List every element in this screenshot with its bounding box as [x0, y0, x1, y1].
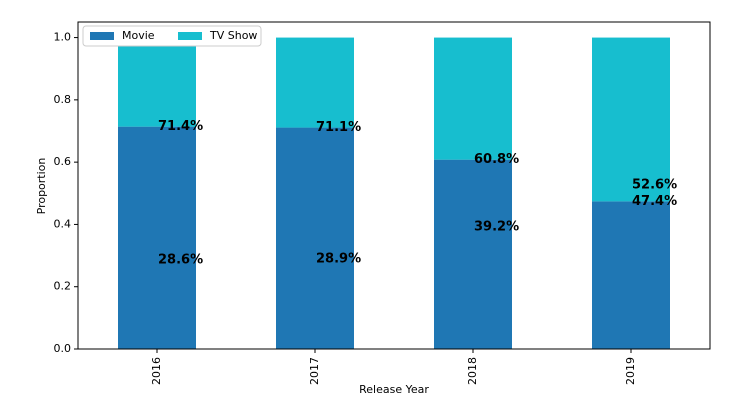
- data-label: 28.9%: [316, 251, 361, 266]
- plot-frame: [77, 21, 711, 350]
- legend-swatch: [178, 32, 202, 40]
- data-label: 60.8%: [474, 152, 519, 167]
- y-tick-label: 0.8: [54, 93, 72, 106]
- bar-segment: [276, 127, 354, 350]
- bar-segment: [434, 37, 512, 160]
- x-tick-label: 2019: [624, 357, 637, 385]
- legend-swatch: [90, 32, 114, 40]
- data-label: 71.4%: [158, 119, 203, 134]
- y-tick-label: 0.4: [54, 217, 72, 230]
- x-axis-label: Release Year: [359, 383, 429, 396]
- y-tick-label: 0.6: [54, 155, 72, 168]
- bar-segment: [118, 37, 196, 127]
- x-tick-label: 2018: [466, 357, 479, 385]
- y-tick-label: 1.0: [54, 31, 72, 44]
- bar-segment: [434, 159, 512, 349]
- y-tick-label: 0.2: [54, 280, 72, 293]
- data-label: 47.4%: [632, 194, 677, 209]
- y-axis-label: Proportion: [35, 158, 48, 215]
- legend-label: TV Show: [209, 29, 257, 42]
- legend-box: [82, 25, 262, 47]
- x-tick-label: 2016: [150, 357, 163, 385]
- data-label: 28.6%: [158, 252, 203, 267]
- y-tick-label: 0.0: [54, 342, 72, 355]
- x-tick-label: 2017: [308, 357, 321, 385]
- data-label: 52.6%: [632, 178, 677, 193]
- bar-segment: [592, 37, 670, 202]
- bar-segment: [592, 201, 670, 349]
- bar-segment: [276, 37, 354, 128]
- data-label: 39.2%: [474, 219, 519, 234]
- data-label: 71.1%: [316, 120, 361, 135]
- legend-label: Movie: [122, 29, 155, 42]
- bar-segment: [118, 126, 196, 349]
